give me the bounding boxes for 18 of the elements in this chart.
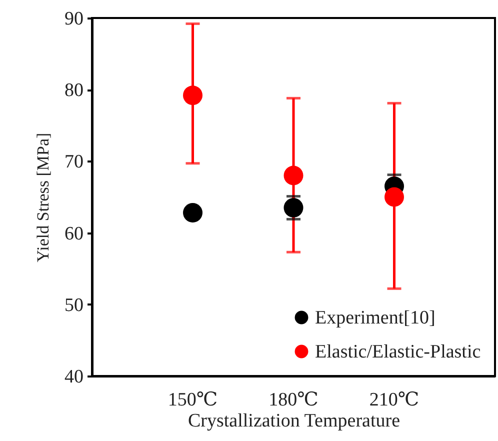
legend-label: Elastic/Elastic-Plastic xyxy=(315,342,481,362)
point xyxy=(183,203,202,222)
y-tick-label: 40 xyxy=(64,366,84,388)
point xyxy=(284,166,304,186)
point xyxy=(183,86,202,106)
x-tick-label: 210℃ xyxy=(369,390,420,410)
x-axis-title: Crystallization Temperature xyxy=(188,410,400,432)
y-tick-label: 90 xyxy=(64,8,84,30)
y-tick-label: 70 xyxy=(64,152,84,173)
y-tick-label: 60 xyxy=(64,223,84,244)
y-tick-label: 80 xyxy=(64,80,84,102)
y-tick-label: 50 xyxy=(64,294,84,316)
legend-label: Experiment[10] xyxy=(315,308,436,328)
point xyxy=(284,198,304,218)
y-axis-title: Yield Stress [MPa] xyxy=(34,132,52,262)
point xyxy=(384,187,404,207)
x-tick-label: 180℃ xyxy=(268,390,318,410)
x-tick-label: 150℃ xyxy=(168,390,218,410)
